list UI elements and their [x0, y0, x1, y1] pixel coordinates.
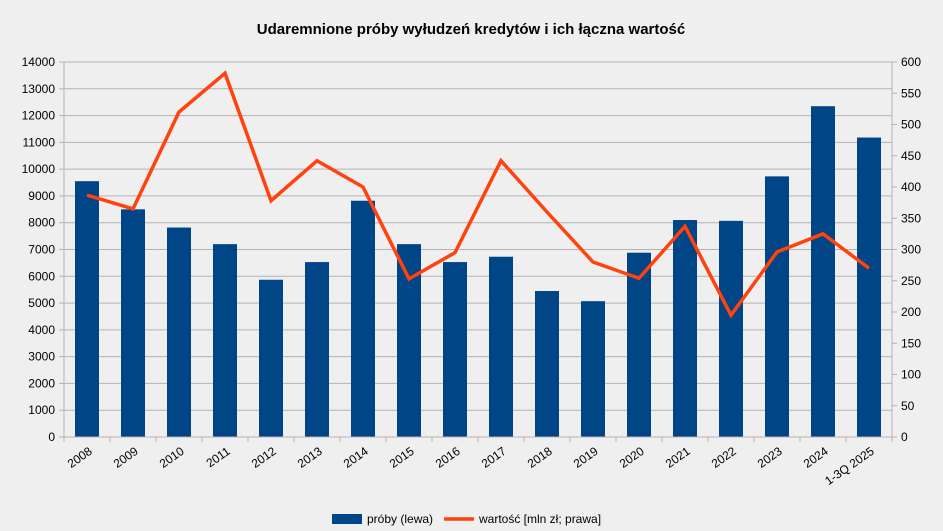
bar: [673, 220, 697, 437]
left-axis-tick-label: 9000: [28, 189, 55, 203]
left-axis-tick-label: 12000: [22, 109, 56, 123]
legend-label-line: wartość [mln zł; prawa]: [478, 512, 601, 526]
right-axis-tick-label: 300: [901, 243, 921, 257]
left-axis-tick-label: 4000: [28, 323, 55, 337]
left-axis-tick-label: 8000: [28, 216, 55, 230]
right-axis-tick-label: 450: [901, 149, 921, 163]
chart-title: Udaremnione próby wyłudzeń kredytów i ic…: [257, 21, 685, 38]
right-axis-tick-label: 0: [901, 430, 908, 444]
legend-label-bars: próby (lewa): [367, 512, 433, 526]
right-axis-tick-label: 100: [901, 368, 921, 382]
left-axis-tick-label: 6000: [28, 269, 55, 283]
left-axis-tick-label: 0: [48, 430, 55, 444]
right-axis-tick-label: 250: [901, 274, 921, 288]
right-axis-tick-label: 350: [901, 211, 921, 225]
right-axis-tick-label: 600: [901, 55, 921, 69]
bar: [167, 227, 191, 437]
series-line: [86, 70, 871, 319]
left-axis-tick-label: 1000: [28, 403, 55, 417]
line-series: [86, 70, 871, 319]
bar: [121, 209, 145, 437]
gridlines: [64, 61, 892, 438]
right-axis-tick-label: 400: [901, 180, 921, 194]
bar: [857, 137, 881, 438]
bar-series: [75, 106, 881, 438]
right-axis-tick-label: 200: [901, 305, 921, 319]
bar: [259, 279, 283, 437]
bar: [627, 252, 651, 437]
left-axis-tick-label: 14000: [22, 55, 56, 69]
left-axis-tick-label: 7000: [28, 243, 55, 257]
bar: [75, 181, 99, 437]
right-axis-tick-label: 150: [901, 336, 921, 350]
left-axis-tick-label: 13000: [22, 82, 56, 96]
bar: [351, 200, 375, 437]
left-axis-tick-label: 2000: [28, 376, 55, 390]
bar: [443, 262, 467, 437]
right-axis-tick-label: 50: [901, 399, 915, 413]
legend-swatch-bars: [332, 514, 362, 524]
right-axis-tick-label: 500: [901, 118, 921, 132]
bar: [581, 301, 605, 437]
left-axis-tick-label: 10000: [22, 162, 56, 176]
right-axis-tick-label: 550: [901, 86, 921, 100]
bar: [719, 220, 743, 437]
bar: [765, 176, 789, 437]
bar: [811, 106, 835, 438]
bar: [489, 256, 513, 437]
left-axis-tick-label: 11000: [23, 135, 56, 149]
left-axis-tick-label: 3000: [28, 350, 55, 364]
bar: [213, 244, 237, 437]
bar: [535, 291, 559, 437]
bar: [305, 262, 329, 437]
legend: próby (lewa) wartość [mln zł; prawa]: [332, 512, 601, 526]
left-axis-tick-label: 5000: [28, 296, 55, 310]
